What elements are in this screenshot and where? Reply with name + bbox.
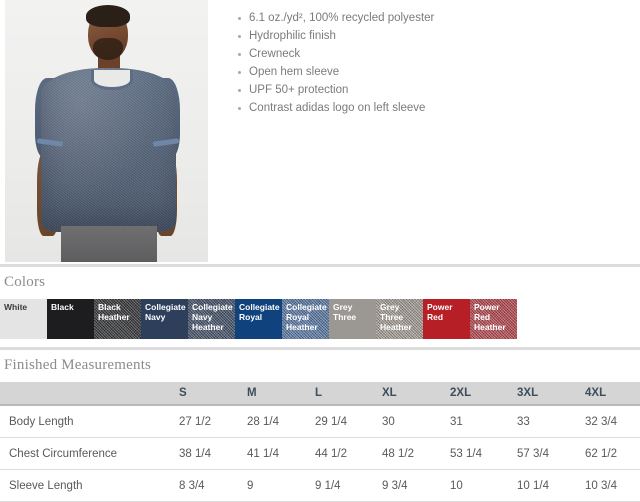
measurement-cell: 57 3/4 (517, 437, 585, 470)
feature-item: Hydrophilic finish (232, 29, 632, 44)
measurement-cell: 53 1/4 (450, 437, 517, 470)
table-col-header-blank (0, 382, 179, 406)
table-col-header-m: M (247, 382, 315, 406)
section-divider-colors (0, 264, 640, 267)
model-pants (61, 226, 157, 262)
color-swatch[interactable]: Power Red (423, 299, 470, 339)
feature-item: Crewneck (232, 47, 632, 62)
measurement-cell: 38 1/4 (179, 437, 247, 470)
color-swatch[interactable]: Black Heather (94, 299, 141, 339)
color-swatch-label: Collegiate Royal (239, 302, 280, 322)
measurements-heading: Finished Measurements (4, 357, 152, 373)
table-body: Body Length 27 1/2 28 1/4 29 1/4 30 31 33 32 3/… (0, 405, 640, 502)
measurement-cell: 31 (450, 405, 517, 438)
feature-item: 6.1 oz./yd², 100% recycled polyester (232, 11, 632, 26)
table-col-header-xl: XL (382, 382, 450, 406)
color-swatch-label: Power Red Heather (474, 302, 506, 332)
measurement-cell: 28 1/4 (247, 405, 315, 438)
color-swatch[interactable]: Grey Three Heather (376, 299, 423, 339)
feature-item: Open hem sleeve (232, 65, 632, 80)
table-col-header-2xl: 2XL (450, 382, 517, 406)
color-swatch-label: Black Heather (98, 302, 130, 322)
shirt-body (41, 68, 176, 232)
product-overview: 6.1 oz./yd², 100% recycled polyester Hydr… (5, 0, 632, 262)
measurement-cell: 32 3/4 (585, 405, 640, 438)
table-header-row: S M L XL 2XL 3XL 4XL (0, 382, 640, 406)
product-photo-model (5, 0, 208, 262)
measurement-cell: 30 (382, 405, 450, 438)
section-divider-measurements (0, 347, 640, 350)
color-swatch[interactable]: White (0, 299, 47, 339)
feature-item: Contrast adidas logo on left sleeve (232, 101, 632, 116)
color-swatch[interactable]: Grey Three (329, 299, 376, 339)
measurement-cell: 62 1/2 (585, 437, 640, 470)
model-beard (93, 38, 123, 60)
shirt-collar (91, 70, 133, 90)
color-swatch-label: White (4, 302, 28, 312)
feature-item: UPF 50+ protection (232, 83, 632, 98)
table-header: S M L XL 2XL 3XL 4XL (0, 382, 640, 406)
color-swatch-label: Black (51, 302, 74, 312)
color-swatch-label: Collegiate Royal Heather (286, 302, 327, 332)
measurement-cell: 41 1/4 (247, 437, 315, 470)
product-features-list: 6.1 oz./yd², 100% recycled polyester Hydr… (232, 11, 632, 119)
measurement-cell: 48 1/2 (382, 437, 450, 470)
color-swatch[interactable]: Collegiate Navy Heather (188, 299, 235, 339)
color-swatch[interactable]: Collegiate Royal Heather (282, 299, 329, 339)
color-swatch[interactable]: Collegiate Royal (235, 299, 282, 339)
color-swatch-label: Grey Three Heather (380, 302, 412, 332)
measurement-cell: 33 (517, 405, 585, 438)
measurement-cell: 29 1/4 (315, 405, 382, 438)
color-swatch-label: Grey Three (333, 302, 357, 322)
measurement-row-label: Chest Circumference (0, 437, 179, 470)
color-swatch[interactable]: Collegiate Navy (141, 299, 188, 339)
color-swatch-label: Power Red (427, 302, 453, 322)
table-col-header-s: S (179, 382, 247, 406)
model-hair (86, 5, 130, 27)
color-swatch-label: Collegiate Navy Heather (192, 302, 233, 332)
finished-measurements-table: S M L XL 2XL 3XL 4XL Body Length 27 1/2 28 1/4 29… (0, 382, 640, 502)
color-swatch[interactable]: Black (47, 299, 94, 339)
measurement-cell: 44 1/2 (315, 437, 382, 470)
colors-heading: Colors (4, 274, 46, 290)
table-row: Chest Circumference 38 1/4 41 1/4 44 1/2 48 … (0, 437, 640, 470)
color-swatch-label: Collegiate Navy (145, 302, 186, 322)
product-image[interactable] (5, 0, 208, 262)
color-swatch[interactable]: Power Red Heather (470, 299, 517, 339)
table-col-header-3xl: 3XL (517, 382, 585, 406)
color-swatch-row: White Black Black Heather Collegiate Navy Co… (0, 299, 517, 339)
measurement-row-label: Body Length (0, 405, 179, 438)
table-col-header-4xl: 4XL (585, 382, 640, 406)
measurement-cell: 27 1/2 (179, 405, 247, 438)
table-row: Body Length 27 1/2 28 1/4 29 1/4 30 31 33 32 3/… (0, 405, 640, 438)
table-col-header-l: L (315, 382, 382, 406)
